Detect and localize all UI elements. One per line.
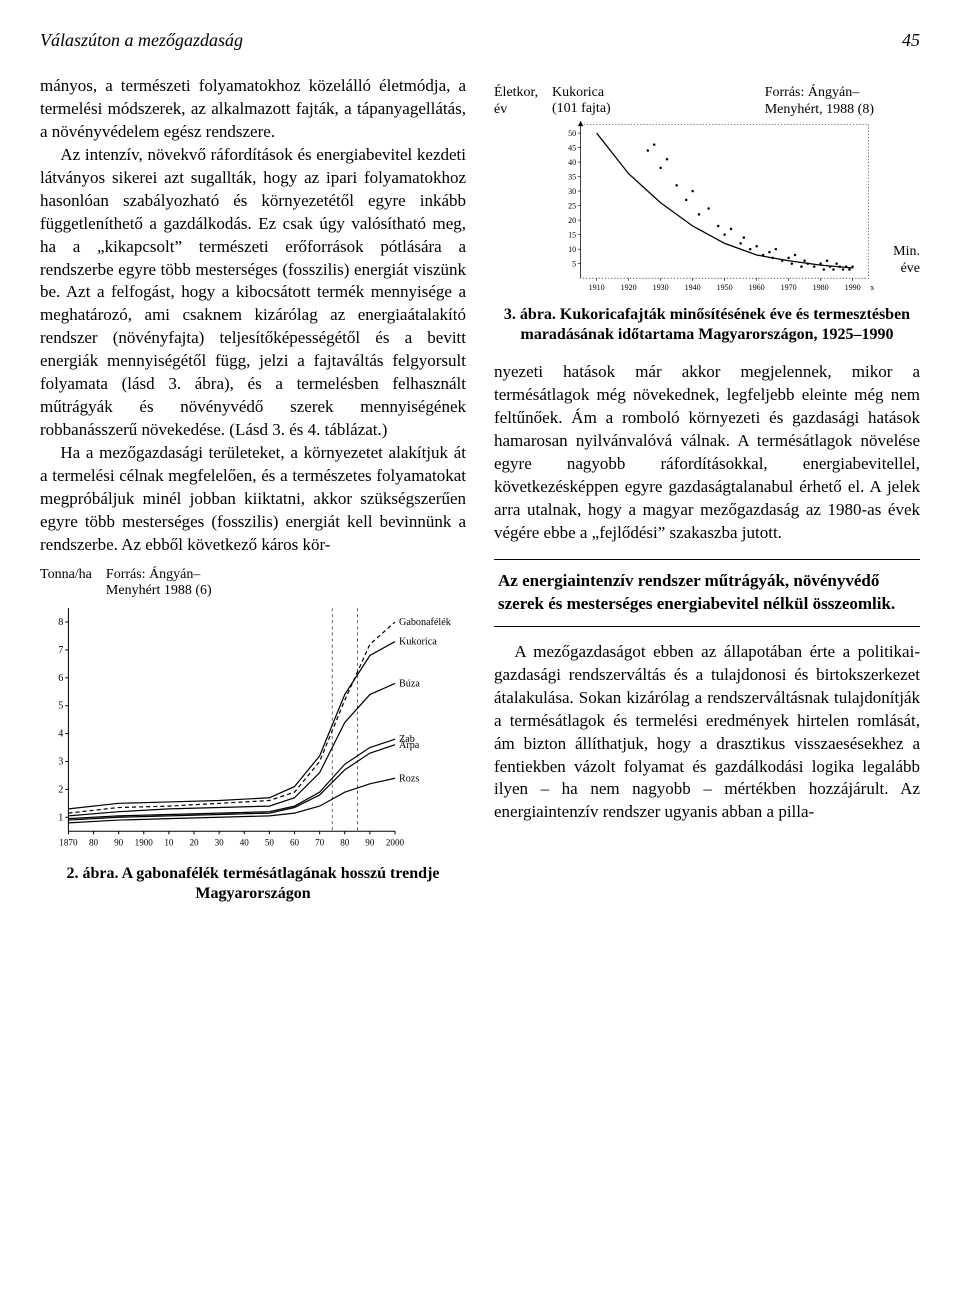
svg-text:Árpa: Árpa xyxy=(399,739,420,751)
svg-text:1: 1 xyxy=(58,813,63,824)
svg-text:20: 20 xyxy=(189,838,199,848)
fig2-chart: 1 2 3 4 5 6 7 8 1870 80 90 1900 10 20 30 40 50 60 70 80 90 20… xyxy=(40,602,466,856)
svg-text:50: 50 xyxy=(265,838,275,848)
svg-text:15: 15 xyxy=(568,230,576,239)
svg-text:x: x xyxy=(870,282,874,291)
svg-text:35: 35 xyxy=(568,172,576,181)
svg-text:10: 10 xyxy=(568,244,576,253)
svg-text:1990: 1990 xyxy=(845,282,861,291)
left-para-2: Az intenzív, növekvő ráfordítások és ene… xyxy=(40,144,466,442)
svg-text:1910: 1910 xyxy=(589,282,605,291)
svg-text:20: 20 xyxy=(568,215,576,224)
svg-text:1900: 1900 xyxy=(135,838,154,848)
left-para-3: Ha a mezőgazdasági területeket, a környe… xyxy=(40,442,466,557)
svg-text:1970: 1970 xyxy=(781,282,797,291)
svg-text:90: 90 xyxy=(114,838,124,848)
svg-text:3: 3 xyxy=(58,757,63,768)
svg-text:1920: 1920 xyxy=(621,282,637,291)
svg-text:Rozs: Rozs xyxy=(399,774,419,785)
svg-text:90: 90 xyxy=(365,838,375,848)
svg-text:25: 25 xyxy=(568,201,576,210)
svg-text:5: 5 xyxy=(58,701,63,712)
svg-text:1960: 1960 xyxy=(749,282,765,291)
svg-text:50: 50 xyxy=(568,128,576,137)
fig2-source: Forrás: Ángyán– Menyhért 1988 (6) xyxy=(106,567,212,601)
running-head: Válaszúton a mezőgazdaság 45 xyxy=(40,30,920,51)
fig3-y-label: Életkor, év xyxy=(494,85,546,119)
fig3-chart: 5 10 15 20 25 30 35 40 45 50 1910 1920 1930 1940 1950 1… xyxy=(552,119,874,298)
left-column: mányos, a természeti folyamatokhoz közel… xyxy=(40,75,466,920)
figure-3: Életkor, év Kukorica (101 fajta) Forrás:… xyxy=(494,85,920,345)
svg-text:80: 80 xyxy=(340,838,350,848)
left-body: mányos, a természeti folyamatokhoz közel… xyxy=(40,75,466,557)
svg-text:70: 70 xyxy=(315,838,325,848)
svg-text:45: 45 xyxy=(568,143,576,152)
left-para-1: mányos, a természeti folyamatokhoz közel… xyxy=(40,75,466,144)
fig3-right-label: Min. éve xyxy=(880,244,920,278)
fig3-top-label: Kukorica (101 fajta) xyxy=(552,85,611,119)
svg-text:40: 40 xyxy=(240,838,250,848)
svg-text:2000: 2000 xyxy=(386,838,405,848)
running-head-title: Válaszúton a mezőgazdaság xyxy=(40,30,243,51)
callout-text: Az energiaintenzív rendszer műtrágyák, n… xyxy=(498,571,895,613)
svg-text:6: 6 xyxy=(58,673,63,684)
svg-text:Búza: Búza xyxy=(399,679,420,690)
fig2-caption: 2. ábra. A gabonafélék termésátlagának h… xyxy=(40,864,466,904)
svg-text:8: 8 xyxy=(58,617,63,628)
right-para-2: A mezőgazdaságot ebben az állapotában ér… xyxy=(494,641,920,825)
callout: Az energiaintenzív rendszer műtrágyák, n… xyxy=(494,559,920,627)
svg-text:80: 80 xyxy=(89,838,99,848)
figure-2: Tonna/ha Forrás: Ángyán– Menyhért 1988 (… xyxy=(40,567,466,904)
two-column-layout: mányos, a természeti folyamatokhoz közel… xyxy=(40,75,920,920)
svg-text:5: 5 xyxy=(572,259,576,268)
svg-text:30: 30 xyxy=(215,838,225,848)
svg-text:1950: 1950 xyxy=(717,282,733,291)
svg-text:4: 4 xyxy=(58,729,63,740)
svg-text:1940: 1940 xyxy=(685,282,701,291)
right-para-1: nyezeti hatások már akkor megjelennek, m… xyxy=(494,361,920,545)
svg-text:1930: 1930 xyxy=(653,282,669,291)
svg-text:2: 2 xyxy=(58,785,63,796)
fig3-source: Forrás: Ángyán– Menyhért, 1988 (8) xyxy=(765,85,874,119)
svg-text:30: 30 xyxy=(568,186,576,195)
svg-text:1870: 1870 xyxy=(59,838,78,848)
right-body-1: nyezeti hatások már akkor megjelennek, m… xyxy=(494,361,920,545)
fig2-y-label: Tonna/ha xyxy=(40,567,92,583)
svg-text:Kukorica: Kukorica xyxy=(399,637,437,648)
svg-text:60: 60 xyxy=(290,838,300,848)
fig3-caption: 3. ábra. Kukoricafajták minősítésének év… xyxy=(494,305,920,345)
right-column: Életkor, év Kukorica (101 fajta) Forrás:… xyxy=(494,75,920,920)
svg-text:40: 40 xyxy=(568,157,576,166)
svg-text:7: 7 xyxy=(58,645,63,656)
svg-text:10: 10 xyxy=(164,838,174,848)
svg-text:1980: 1980 xyxy=(813,282,829,291)
page-number: 45 xyxy=(902,30,920,51)
svg-text:Gabonafélék: Gabonafélék xyxy=(399,617,452,628)
right-body-2: A mezőgazdaságot ebben az állapotában ér… xyxy=(494,641,920,825)
